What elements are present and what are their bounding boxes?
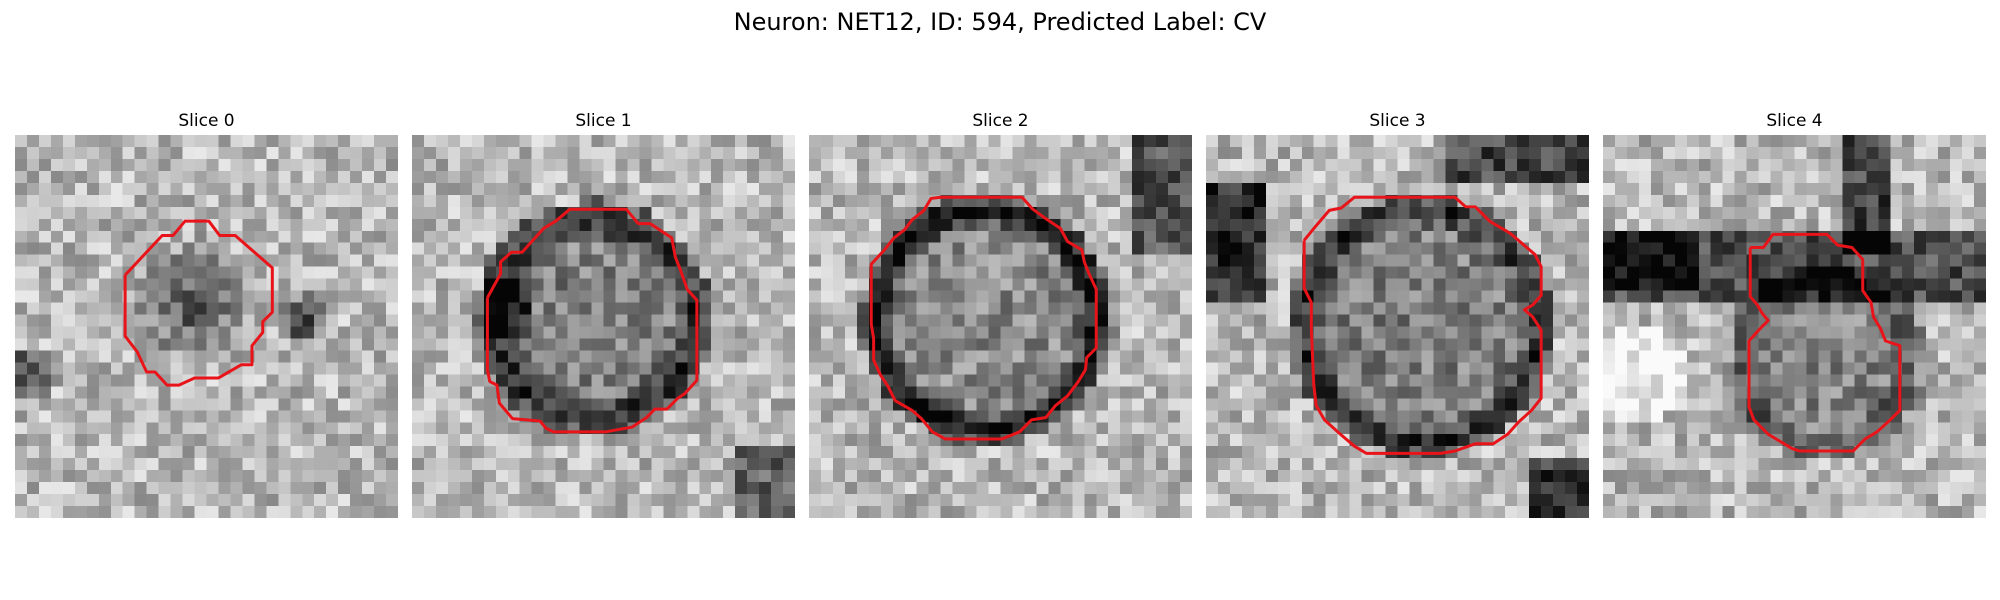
- slice-image: [15, 135, 398, 518]
- segmentation-contour: [1302, 195, 1543, 455]
- figure-title: Neuron: NET12, ID: 594, Predicted Label:…: [733, 8, 1267, 36]
- slice-title: Slice 1: [575, 111, 632, 131]
- slice-image: [809, 135, 1192, 518]
- segmentation-contour: [1747, 232, 1902, 453]
- slice-image: [1603, 135, 1986, 518]
- slice-title: Slice 2: [972, 111, 1029, 131]
- slice-panel-3: Slice 3: [1206, 108, 1589, 518]
- slice-image-canvas: [412, 135, 795, 518]
- slice-title: Slice 3: [1369, 111, 1426, 131]
- segmentation-contour: [869, 195, 1098, 441]
- slice-title: Slice 4: [1766, 111, 1823, 131]
- slice-panel-0: Slice 0: [15, 108, 398, 518]
- slice-image-canvas: [1603, 135, 1986, 518]
- slice-image-canvas: [809, 135, 1192, 518]
- segmentation-contour: [485, 207, 699, 434]
- slice-image: [1206, 135, 1589, 518]
- slice-image-canvas: [15, 135, 398, 518]
- slice-panel-2: Slice 2: [809, 108, 1192, 518]
- segmentation-contour: [123, 219, 274, 387]
- slice-panel-4: Slice 4: [1603, 108, 1986, 518]
- slice-image: [412, 135, 795, 518]
- slice-panel-1: Slice 1: [412, 108, 795, 518]
- slice-title: Slice 0: [178, 111, 235, 131]
- slice-image-canvas: [1206, 135, 1589, 518]
